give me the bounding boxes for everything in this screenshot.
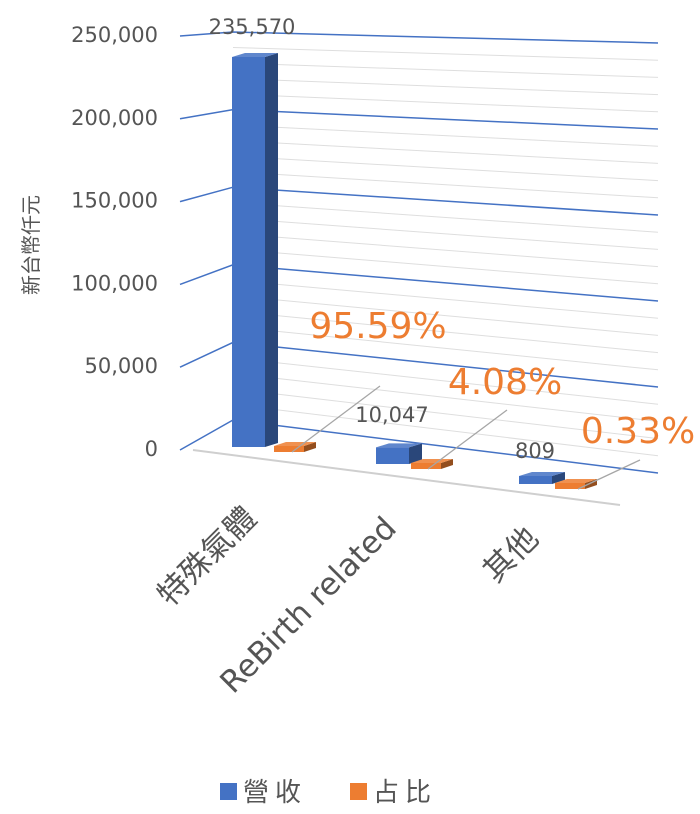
y-tick-label: 200,000: [71, 106, 158, 130]
revenue-bar: [376, 443, 422, 464]
minor-gridline: [232, 62, 659, 78]
minor-gridline: [232, 233, 659, 268]
minor-gridline: [232, 279, 659, 319]
major-gridline: [179, 31, 659, 44]
minor-gridline: [232, 295, 659, 336]
revenue-data-label: 10,047: [355, 403, 428, 427]
y-tick-label: 50,000: [85, 354, 158, 378]
bars: [232, 53, 597, 489]
legend-item: 占比: [350, 778, 437, 808]
minor-gridline: [232, 310, 659, 354]
y-tick-label: 100,000: [71, 271, 158, 295]
revenue-data-label: 235,570: [209, 15, 296, 39]
y-axis-ticks: 0 50,000 100,000 150,000 200,000 250,000: [71, 23, 158, 461]
minor-gridline: [232, 78, 659, 96]
legend-label: 營收: [243, 778, 307, 808]
share-leader-line: [291, 385, 381, 453]
legend-label: 占比: [373, 778, 437, 808]
minor-gridline: [232, 326, 659, 371]
y-tick-label: 0: [145, 437, 158, 461]
minor-gridline: [232, 93, 659, 113]
minor-gridline: [232, 124, 659, 147]
revenue-data-label: 809: [515, 439, 555, 463]
minor-gridline: [232, 357, 659, 405]
legend: 營收 占比: [220, 778, 437, 808]
minor-gridline: [232, 202, 659, 233]
x-tick-label: 其他: [476, 520, 545, 589]
minor-gridline: [232, 248, 659, 285]
minor-gridline: [232, 155, 659, 182]
revenue-bar: [232, 53, 278, 447]
share-data-label: 0.33%: [581, 411, 695, 452]
minor-gridline: [232, 47, 659, 61]
data-labels: 235,570 10,047 809 95.59%4.08% 0.33%: [209, 15, 695, 490]
x-tick-label: 特殊氣體: [151, 500, 264, 613]
revenue-bar: [519, 472, 565, 484]
minor-gridline: [232, 140, 659, 164]
y-tick-label: 250,000: [71, 23, 158, 47]
legend-swatch: [350, 783, 367, 800]
minor-gridline: [232, 388, 659, 440]
legend-swatch: [220, 783, 237, 800]
share-bar: [555, 479, 597, 489]
minor-gridline: [232, 372, 659, 422]
share-leader-line: [427, 409, 508, 470]
share-data-label: 4.08%: [448, 362, 562, 403]
share-leader-line: [577, 459, 641, 490]
legend-item: 營收: [220, 778, 307, 808]
share-data-label: 95.59%: [309, 306, 446, 347]
minor-gridline: [232, 217, 659, 250]
floor-edge: [192, 449, 621, 506]
y-tick-label: 150,000: [71, 189, 158, 213]
share-bar: [274, 442, 316, 452]
minor-gridline: [232, 171, 659, 199]
minor-gridline: [232, 403, 659, 457]
y-axis-label: 新台幣仟元: [19, 195, 43, 295]
